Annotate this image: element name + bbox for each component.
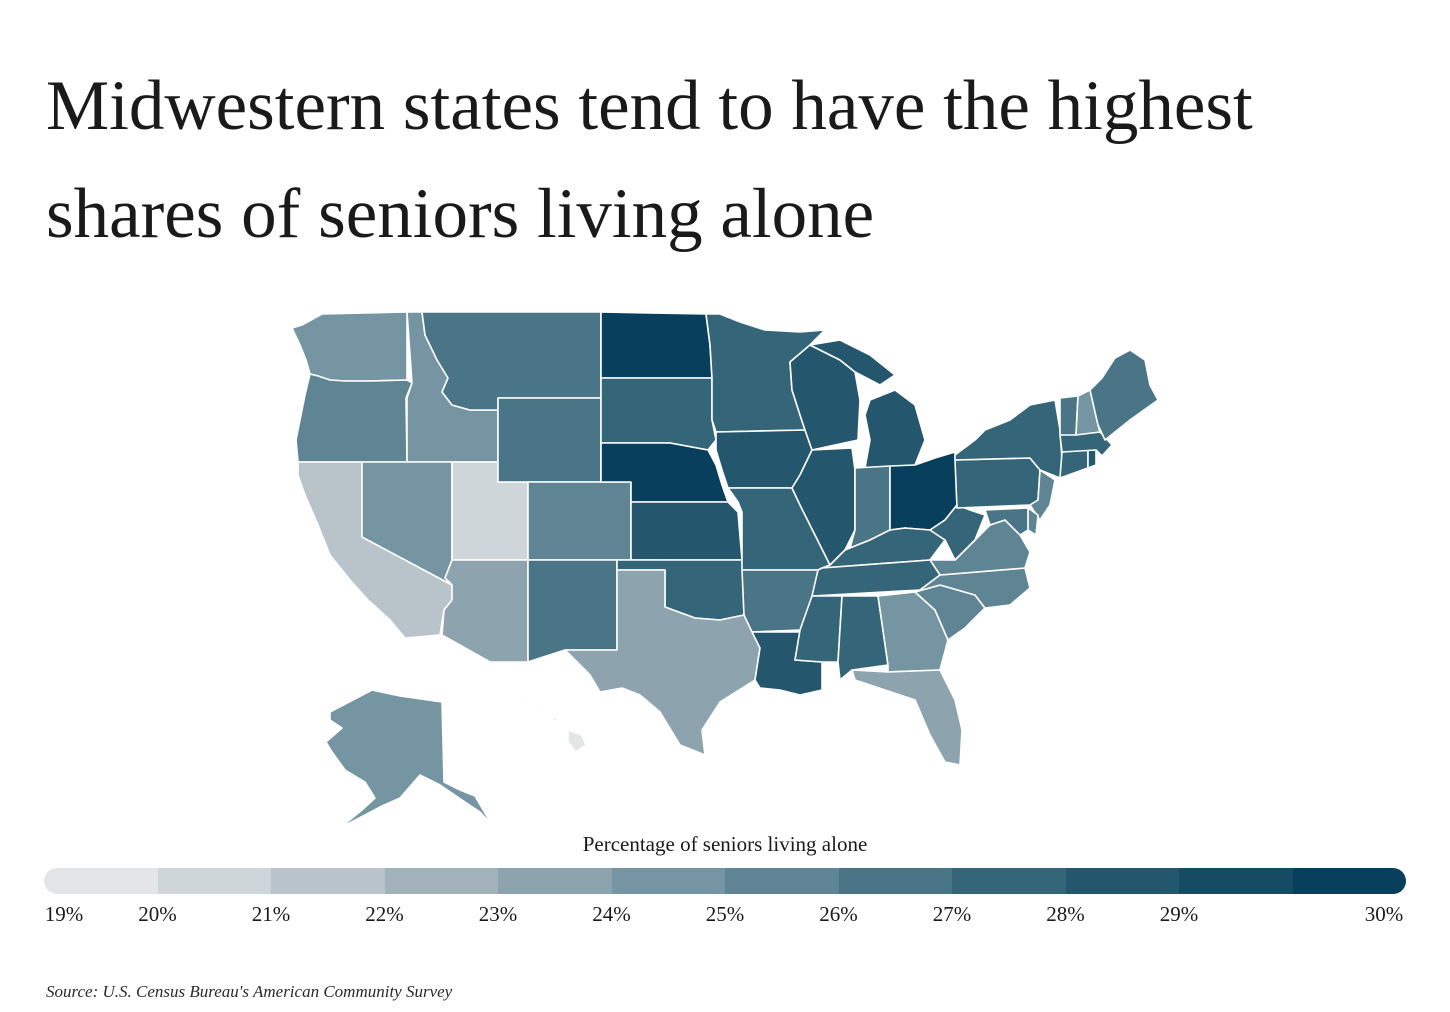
legend-swatch: [157, 868, 271, 894]
legend-swatch: [384, 868, 498, 894]
state-pennsylvania: [954, 457, 1041, 509]
state-west-virginia: [929, 504, 986, 561]
legend-swatch: [44, 868, 158, 894]
state-vermont: [1059, 395, 1079, 436]
legend-swatch: [611, 868, 725, 894]
legend-tick-label: 24%: [592, 902, 631, 926]
state-kansas: [630, 501, 743, 561]
state-washington: [291, 311, 408, 382]
state-hawaii: [517, 699, 587, 753]
chart-title: Midwestern states tend to have the highe…: [46, 67, 1253, 253]
state-montana: [421, 311, 602, 411]
state-florida: [851, 669, 963, 766]
legend-swatch: [725, 868, 839, 894]
legend-tick-label: 20%: [138, 902, 177, 926]
state-arizona: [441, 559, 529, 663]
state-new-mexico: [527, 559, 618, 663]
legend-title: Percentage of seniors living alone: [582, 832, 868, 856]
state-texas: [564, 569, 761, 756]
legend-swatch: [498, 868, 612, 894]
legend-swatch: [1065, 868, 1179, 894]
legend-tick-label: 19%: [44, 902, 84, 926]
legend-tick-label: 23%: [478, 902, 518, 926]
state-new-jersey: [1029, 469, 1056, 521]
legend-swatch: [1179, 868, 1293, 894]
state-maine: [1089, 349, 1159, 441]
legend-swatch: [1292, 868, 1406, 894]
source-note: Source: U.S. Census Bureau's American Co…: [46, 982, 453, 1001]
state-wyoming: [497, 397, 602, 483]
legend-swatch: [271, 868, 385, 894]
state-colorado: [527, 481, 632, 561]
legend-swatch: [952, 868, 1066, 894]
state-maryland: [984, 507, 1029, 536]
state-oregon: [295, 373, 413, 463]
legend-tick-label: 21%: [251, 902, 291, 926]
state-alaska: [325, 689, 493, 829]
legend-tick-label: 22%: [365, 902, 404, 926]
legend-tick-label: 30%: [1364, 902, 1404, 926]
state-rhode-island: [1087, 449, 1097, 469]
legend-tick-label: 29%: [1159, 902, 1199, 926]
legend-tick-label: 25%: [705, 902, 745, 926]
legend-swatch: [838, 868, 952, 894]
legend-tick-label: 28%: [1046, 902, 1085, 926]
state-connecticut: [1059, 449, 1089, 479]
state-nebraska: [600, 442, 729, 503]
legend-tick-labels: 19% 20% 21% 22% 23% 24% 25% 26% 27% 28% 29% 30%: [0, 902, 1450, 932]
state-south-dakota: [600, 377, 717, 451]
state-north-dakota: [600, 311, 713, 379]
legend-tick-label: 27%: [932, 902, 972, 926]
legend-tick-label: 26%: [819, 902, 858, 926]
legend-color-bar: [44, 868, 1406, 894]
